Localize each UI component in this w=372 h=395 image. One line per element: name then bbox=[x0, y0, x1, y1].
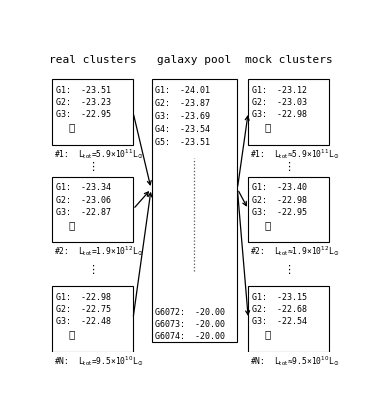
Text: #1:  L$_{\mathrm{tot}}$=5.9×10$^{11}$L$_{\odot}$: #1: L$_{\mathrm{tot}}$=5.9×10$^{11}$L$_{… bbox=[54, 147, 143, 161]
Bar bbox=[52, 79, 133, 145]
Text: #N:  L$_{\mathrm{tot}}$≈9.5×10$^{10}$L$_{\odot}$: #N: L$_{\mathrm{tot}}$≈9.5×10$^{10}$L$_{… bbox=[250, 354, 339, 368]
Text: G1:  -23.51: G1: -23.51 bbox=[56, 86, 111, 95]
Text: ⋮: ⋮ bbox=[87, 265, 98, 275]
Text: G3:  -22.98: G3: -22.98 bbox=[252, 110, 307, 119]
Text: ⋮: ⋮ bbox=[283, 265, 294, 275]
Text: G2:  -23.23: G2: -23.23 bbox=[56, 98, 111, 107]
Text: mock clusters: mock clusters bbox=[245, 55, 333, 65]
Text: G3:  -22.54: G3: -22.54 bbox=[252, 317, 307, 326]
Text: real clusters: real clusters bbox=[49, 55, 137, 65]
Text: G2:  -22.98: G2: -22.98 bbox=[252, 196, 307, 205]
Text: ⋮: ⋮ bbox=[69, 220, 75, 230]
Text: G5:  -23.51: G5: -23.51 bbox=[155, 138, 211, 147]
Text: ⋮: ⋮ bbox=[265, 220, 271, 230]
Text: ⋮: ⋮ bbox=[87, 162, 98, 172]
Text: G6074:  -20.00: G6074: -20.00 bbox=[155, 332, 225, 341]
Text: G3:  -22.95: G3: -22.95 bbox=[252, 208, 307, 217]
Text: ⋮: ⋮ bbox=[265, 122, 271, 133]
Text: G4:  -23.54: G4: -23.54 bbox=[155, 125, 211, 134]
Bar bbox=[52, 177, 133, 242]
Text: ⋮: ⋮ bbox=[283, 162, 294, 172]
Text: G3:  -23.69: G3: -23.69 bbox=[155, 112, 211, 121]
Bar bbox=[52, 286, 133, 352]
Bar bbox=[152, 79, 237, 342]
Bar bbox=[248, 286, 329, 352]
Text: G3:  -22.48: G3: -22.48 bbox=[56, 317, 111, 326]
Text: #N:  L$_{\mathrm{tot}}$=9.5×10$^{10}$L$_{\odot}$: #N: L$_{\mathrm{tot}}$=9.5×10$^{10}$L$_{… bbox=[54, 354, 143, 368]
Text: G1:  -23.34: G1: -23.34 bbox=[56, 183, 111, 192]
Text: ⋮: ⋮ bbox=[69, 122, 75, 133]
Text: #1:  L$_{\mathrm{tot}}$≈5.9×10$^{11}$L$_{\odot}$: #1: L$_{\mathrm{tot}}$≈5.9×10$^{11}$L$_{… bbox=[250, 147, 339, 161]
Bar bbox=[248, 79, 329, 145]
Text: G1:  -22.98: G1: -22.98 bbox=[56, 293, 111, 302]
Bar bbox=[248, 177, 329, 242]
Text: G1:  -23.15: G1: -23.15 bbox=[252, 293, 307, 302]
Text: G6072:  -20.00: G6072: -20.00 bbox=[155, 308, 225, 317]
Text: #2:  L$_{\mathrm{tot}}$≈1.9×10$^{12}$L$_{\odot}$: #2: L$_{\mathrm{tot}}$≈1.9×10$^{12}$L$_{… bbox=[250, 245, 339, 258]
Text: G2:  -23.03: G2: -23.03 bbox=[252, 98, 307, 107]
Text: galaxy pool: galaxy pool bbox=[157, 55, 231, 65]
Text: G2:  -23.87: G2: -23.87 bbox=[155, 99, 211, 108]
Text: G1:  -24.01: G1: -24.01 bbox=[155, 86, 211, 95]
Text: G3:  -22.87: G3: -22.87 bbox=[56, 208, 111, 217]
Text: G1:  -23.12: G1: -23.12 bbox=[252, 86, 307, 95]
Text: G2:  -22.75: G2: -22.75 bbox=[56, 305, 111, 314]
Text: G3:  -22.95: G3: -22.95 bbox=[56, 110, 111, 119]
Text: ⋮: ⋮ bbox=[265, 329, 271, 339]
Text: G6073:  -20.00: G6073: -20.00 bbox=[155, 320, 225, 329]
Text: G2:  -23.06: G2: -23.06 bbox=[56, 196, 111, 205]
Text: G2:  -22.68: G2: -22.68 bbox=[252, 305, 307, 314]
Text: ⋮: ⋮ bbox=[69, 329, 75, 339]
Text: G1:  -23.40: G1: -23.40 bbox=[252, 183, 307, 192]
Text: #2:  L$_{\mathrm{tot}}$=1.9×10$^{12}$L$_{\odot}$: #2: L$_{\mathrm{tot}}$=1.9×10$^{12}$L$_{… bbox=[54, 245, 143, 258]
